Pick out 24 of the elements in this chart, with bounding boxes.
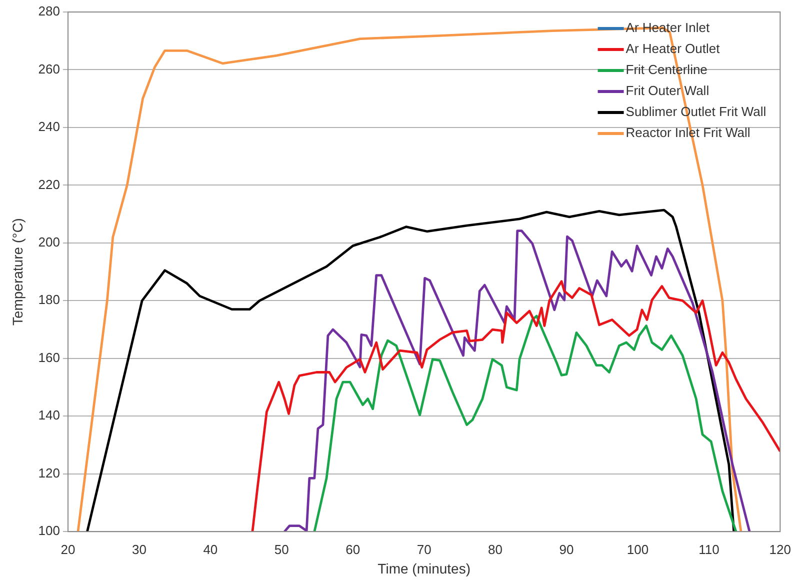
x-axis-title: Time (minutes) bbox=[378, 560, 470, 576]
x-tick-label: 50 bbox=[274, 542, 289, 557]
y-tick-label: 280 bbox=[38, 4, 60, 19]
y-axis-title: Temperature (°C) bbox=[9, 218, 26, 326]
x-tick-label: 20 bbox=[60, 542, 76, 557]
y-tick-label: 100 bbox=[38, 523, 60, 538]
x-tick-label: 60 bbox=[346, 542, 360, 557]
x-tick-label: 70 bbox=[416, 542, 432, 557]
y-tick-label: 140 bbox=[38, 408, 60, 423]
x-tick-label: 30 bbox=[132, 542, 146, 557]
y-tick-label: 240 bbox=[38, 119, 60, 134]
x-tick-label: 40 bbox=[203, 542, 218, 557]
x-tick-label: 120 bbox=[769, 542, 792, 557]
x-tick-label: 80 bbox=[488, 542, 503, 557]
y-tick-label: 120 bbox=[38, 465, 60, 480]
y-tick-label: 220 bbox=[38, 176, 60, 192]
x-tick-label: 110 bbox=[698, 542, 720, 557]
y-tick-label: 160 bbox=[38, 350, 60, 365]
y-tick-label: 260 bbox=[38, 61, 60, 76]
y-tick-label: 200 bbox=[38, 234, 60, 250]
x-tick-label: 90 bbox=[559, 542, 574, 557]
legend-label: Frit Outer Wall bbox=[626, 83, 710, 98]
y-tick-label: 180 bbox=[38, 292, 60, 308]
x-tick-label: 100 bbox=[626, 542, 649, 557]
